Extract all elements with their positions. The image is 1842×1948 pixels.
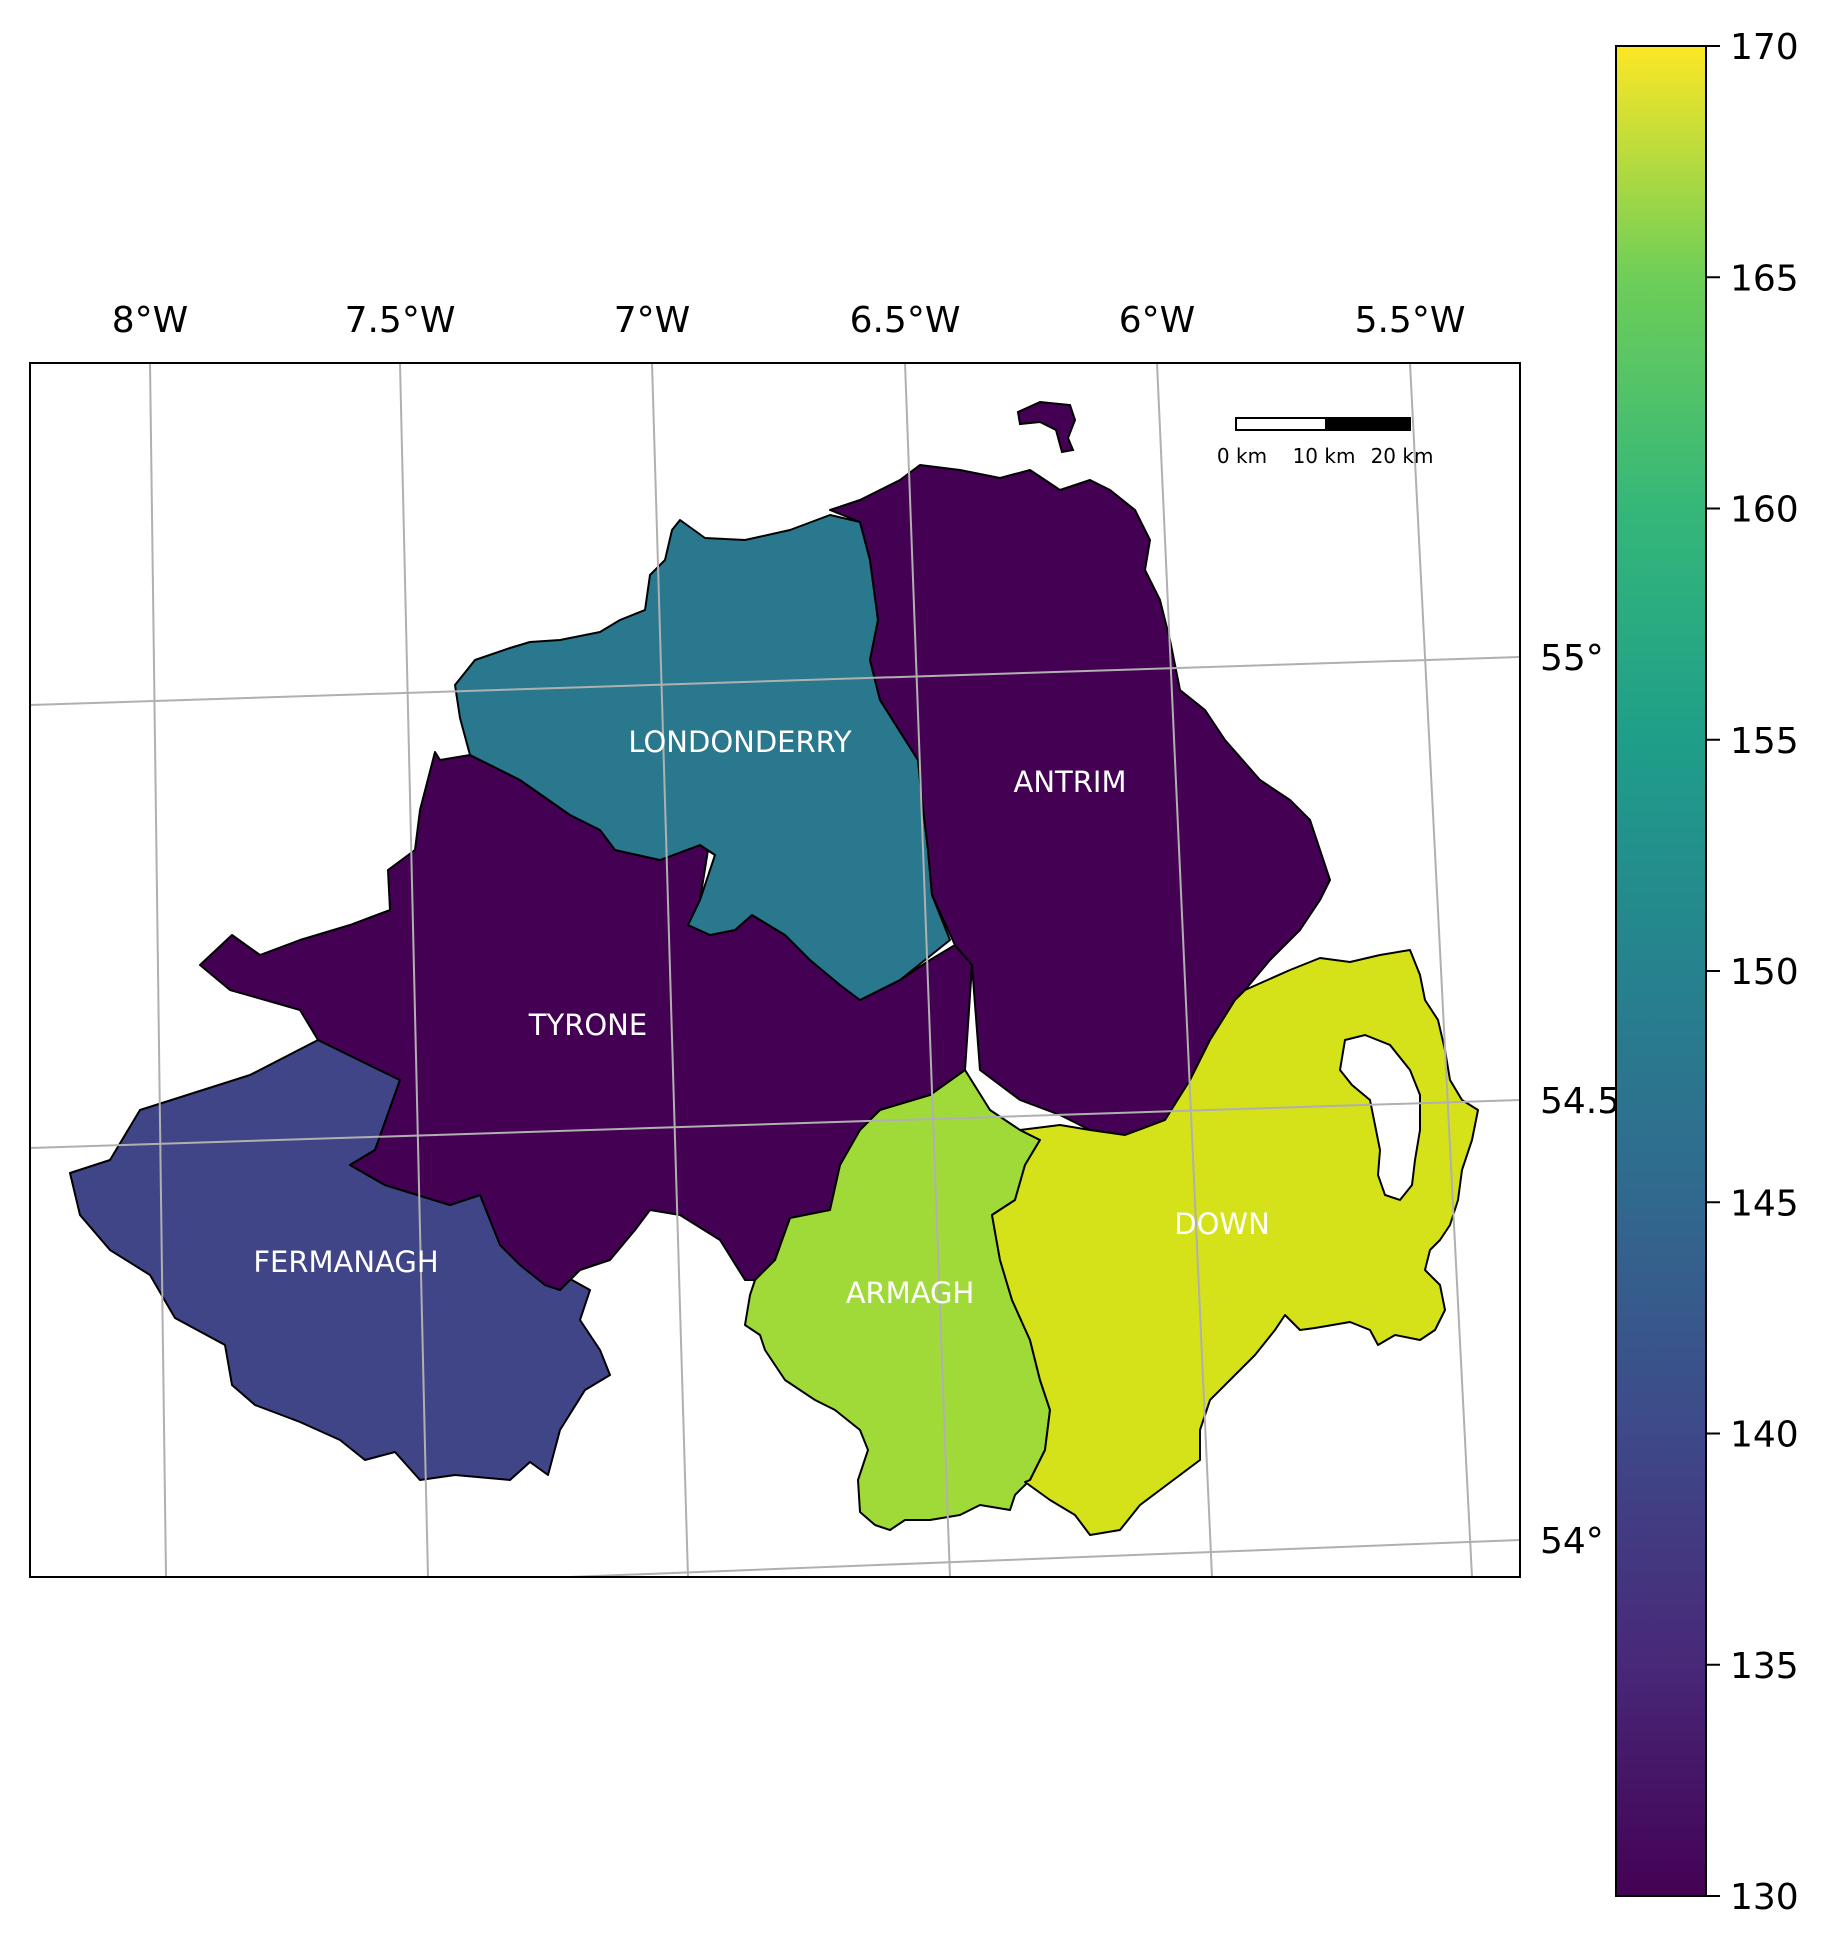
lon-tick-label: 6.5°W [850,300,961,341]
region-label-antrim: ANTRIM [1014,765,1127,799]
colorbar-tick-label: 170 [1730,27,1799,68]
lon-tick-label: 8°W [112,300,189,341]
region-label-down: DOWN [1174,1207,1270,1241]
lon-tick-label: 5.5°W [1355,300,1466,341]
map-area: LONDONDERRY ANTRIM TYRONE FERMANAGH ARMAGH DO… [30,363,1520,1577]
scale-bar-label: 20 km [1371,444,1434,468]
scale-bar-label: 0 km [1217,444,1267,468]
colorbar-tick-label: 150 [1730,952,1799,993]
colorbar-tick-label: 140 [1730,1415,1799,1456]
scale-bar-segment-white [1235,417,1327,431]
region-tyrone[interactable] [199,751,973,1291]
colorbar-gradient [1615,45,1707,1897]
region-label-tyrone: TYRONE [528,1008,647,1042]
scale-bar-segment-black [1325,417,1411,431]
colorbar-tick-label: 135 [1730,1646,1799,1687]
lon-tick-label: 7.5°W [345,300,456,341]
region-label-armagh: ARMAGH [846,1276,975,1310]
map-frame [29,362,1521,1578]
island-rathlin [1016,400,1077,454]
lat-tick-label: 55° [1540,638,1604,679]
lat-tick-label: 54° [1540,1521,1604,1562]
lon-tick-label: 6°W [1119,300,1196,341]
region-label-londonderry: LONDONDERRY [628,725,852,759]
region-antrim[interactable] [829,464,1331,1136]
colorbar-tick-label: 160 [1730,490,1799,531]
region-down[interactable] [991,949,1479,1536]
colorbar-tick-label: 145 [1730,1183,1799,1224]
colorbar-tick-label: 165 [1730,258,1799,299]
colorbar-tick-label: 155 [1730,721,1799,762]
lake-strangford [1338,1033,1421,1202]
lon-tick-label: 7°W [614,300,691,341]
colorbar: 130 135 140 145 150 155 160 165 170 [1615,27,1799,1918]
scale-bar: 0 km 10 km 20 km [1217,417,1434,468]
scale-bar-label: 10 km [1293,444,1356,468]
graticule [30,363,1520,1577]
colorbar-tick-label: 130 [1730,1877,1799,1918]
region-label-fermanagh: FERMANAGH [253,1245,438,1279]
